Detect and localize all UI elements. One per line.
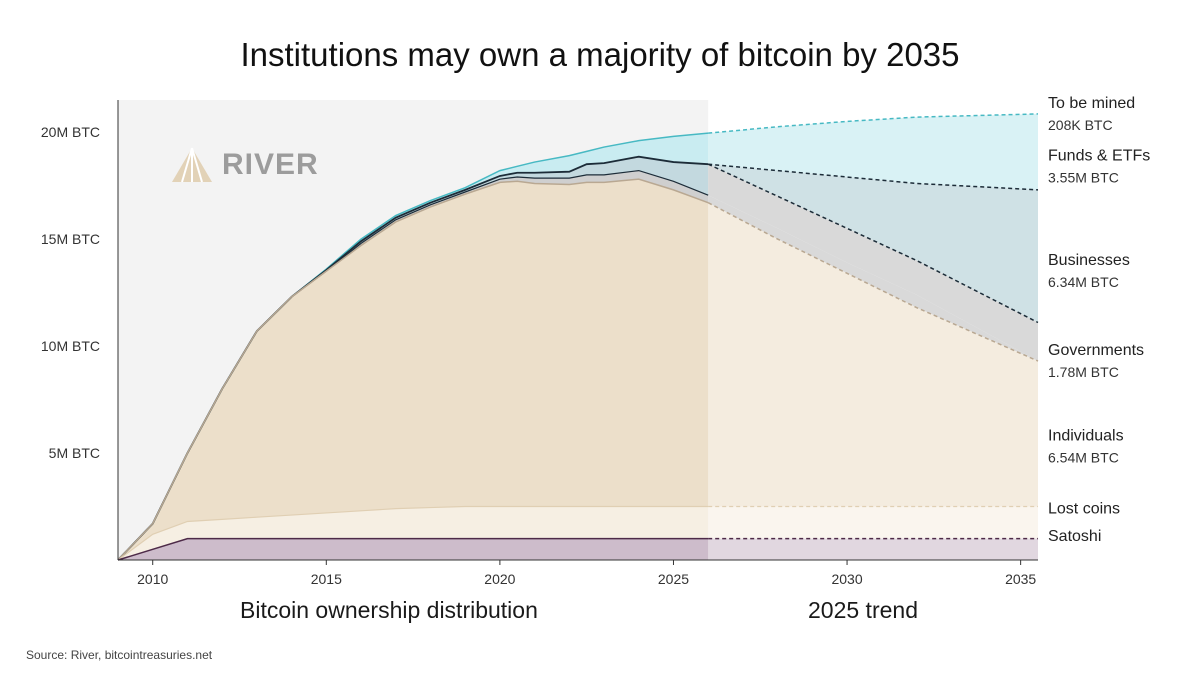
- trend-governments-band: [708, 195, 1038, 362]
- trend-subtitle: 2025 trend: [808, 597, 918, 623]
- river-logo-icon: [172, 147, 212, 183]
- chart-title: Institutions may own a majority of bitco…: [240, 36, 960, 73]
- y-tick-label: 5M BTC: [49, 445, 100, 461]
- trend-individuals-line: [707, 202, 1039, 362]
- trend-lost-band: [708, 506, 1038, 539]
- history-subtitle: Bitcoin ownership distribution: [240, 597, 538, 623]
- y-tick-label: 20M BTC: [41, 124, 100, 140]
- x-tick-label: 2030: [831, 571, 862, 587]
- y-tick-label: 10M BTC: [41, 338, 100, 354]
- series-label-name: Funds & ETFs: [1048, 147, 1150, 164]
- source-note: Source: River, bitcointreasuries.net: [26, 648, 213, 662]
- series-label-value: 3.55M BTC: [1048, 169, 1119, 185]
- x-tick-label: 2010: [137, 571, 168, 587]
- trend-individuals-band: [708, 202, 1038, 507]
- trend-satoshi-band: [708, 538, 1038, 560]
- series-label-name: Governments: [1048, 342, 1144, 359]
- trend-funds-band: [708, 164, 1038, 323]
- series-label-name: Satoshi: [1048, 528, 1101, 545]
- series-label-value: 6.54M BTC: [1048, 450, 1119, 466]
- history-lost-band: [118, 506, 709, 560]
- y-tick-label: 15M BTC: [41, 231, 100, 247]
- history-individuals-band: [118, 179, 709, 561]
- trend-businesses-line: [707, 163, 1039, 324]
- series-label-name: To be mined: [1048, 95, 1135, 112]
- river-logo-text: RIVER: [222, 148, 319, 181]
- history-individuals-line: [117, 178, 709, 561]
- history-lost-line: [117, 505, 709, 561]
- series-label-name: Individuals: [1048, 428, 1124, 445]
- series-label-value: 6.34M BTC: [1048, 274, 1119, 290]
- x-tick-label: 2035: [1005, 571, 1036, 587]
- series-label-value: 1.78M BTC: [1048, 364, 1119, 380]
- history-satoshi-band: [118, 538, 709, 560]
- series-label-name: Businesses: [1048, 252, 1130, 269]
- trend-businesses-band: [708, 164, 1038, 362]
- trend-mined-band: [708, 113, 1038, 190]
- x-tick-label: 2020: [484, 571, 515, 587]
- series-label-name: Lost coins: [1048, 500, 1120, 517]
- series-label-value: 208K BTC: [1048, 117, 1113, 133]
- x-tick-label: 2025: [658, 571, 689, 587]
- river-logo: RIVER: [170, 146, 319, 184]
- history-satoshi-line: [117, 537, 709, 561]
- x-tick-label: 2015: [311, 571, 342, 587]
